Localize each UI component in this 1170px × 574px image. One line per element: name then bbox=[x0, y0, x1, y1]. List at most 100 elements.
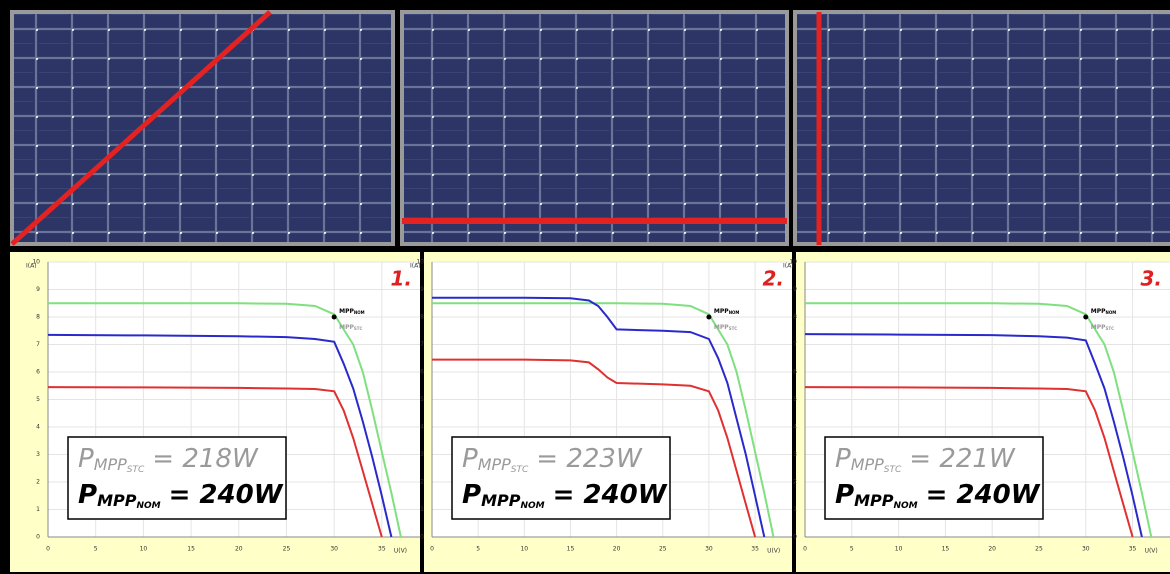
x-tick-label: 20 bbox=[613, 546, 621, 553]
y-tick-label: 2 bbox=[793, 479, 797, 486]
power-symbol: P bbox=[78, 480, 97, 510]
x-tick-label: 0 bbox=[803, 546, 807, 553]
mpp-label-sub: NOM bbox=[729, 310, 740, 315]
mpp-label-main: MPP bbox=[1091, 308, 1106, 315]
power-subsub: STC bbox=[511, 465, 529, 475]
mpp-label: MPPNOM bbox=[714, 308, 740, 316]
x-tick-label: 25 bbox=[659, 546, 667, 553]
y-tick-label: 3 bbox=[420, 451, 424, 458]
mpp-label-sub: STC bbox=[1106, 326, 1115, 331]
y-tick-label: 4 bbox=[420, 424, 424, 431]
x-axis-label: U(V) bbox=[1145, 548, 1158, 555]
x-tick-label: 35 bbox=[751, 546, 759, 553]
y-tick-label: 2 bbox=[420, 479, 424, 486]
y-tick-label: 10 bbox=[789, 259, 797, 266]
power-value: = 221W bbox=[909, 444, 1016, 474]
mpp-label: MPPSTC bbox=[339, 324, 362, 332]
y-tick-label: 9 bbox=[793, 286, 797, 293]
series-line bbox=[48, 302, 402, 538]
power-box bbox=[67, 436, 287, 520]
y-tick-label: 9 bbox=[420, 286, 424, 293]
panel-number: 1. bbox=[390, 267, 412, 291]
power-symbol: P bbox=[462, 480, 481, 510]
panel-number: 2. bbox=[762, 267, 784, 291]
power-symbol: P bbox=[835, 480, 854, 510]
mpp-label-main: MPP bbox=[339, 324, 354, 331]
panel-number: 3. bbox=[1140, 267, 1162, 291]
y-tick-label: 6 bbox=[36, 369, 40, 376]
y-tick-label: 0 bbox=[420, 534, 424, 541]
x-tick-label: 5 bbox=[94, 546, 98, 553]
x-tick-label: 15 bbox=[942, 546, 950, 553]
y-tick-label: 10 bbox=[416, 259, 424, 266]
mpp-label-main: MPP bbox=[714, 308, 729, 315]
x-tick-label: 5 bbox=[476, 546, 480, 553]
y-tick-label: 4 bbox=[36, 424, 40, 431]
x-tick-label: 0 bbox=[46, 546, 50, 553]
solar-panels bbox=[10, 10, 1170, 246]
mpp-label: MPPNOM bbox=[1091, 308, 1117, 316]
y-tick-label: 7 bbox=[36, 341, 40, 348]
series-line bbox=[432, 296, 766, 538]
y-tick-label: 3 bbox=[36, 451, 40, 458]
y-tick-label: 2 bbox=[36, 479, 40, 486]
y-axis-label: I(A) bbox=[410, 263, 421, 270]
x-tick-label: 15 bbox=[567, 546, 575, 553]
mpp-label-sub: NOM bbox=[1106, 310, 1117, 315]
power-subsub: NOM bbox=[520, 501, 544, 511]
power-symbol: P bbox=[78, 444, 94, 474]
y-tick-label: 0 bbox=[793, 534, 797, 541]
power-sub: MPP bbox=[851, 455, 884, 474]
power-text: PMPPSTC = 221W bbox=[835, 444, 1016, 475]
y-tick-label: 8 bbox=[420, 314, 424, 321]
y-tick-label: 10 bbox=[32, 259, 40, 266]
power-sub: MPP bbox=[94, 455, 127, 474]
power-sub: MPP bbox=[97, 491, 137, 510]
y-axis-label: I(A) bbox=[783, 263, 794, 270]
power-text: PMPPNOM = 240W bbox=[835, 480, 1041, 511]
panel bbox=[404, 14, 785, 242]
power-subsub: STC bbox=[127, 465, 145, 475]
y-tick-label: 5 bbox=[420, 396, 424, 403]
series-line bbox=[432, 302, 775, 538]
power-box bbox=[451, 436, 671, 520]
mpp-label-main: MPP bbox=[714, 324, 729, 331]
y-tick-label: 5 bbox=[36, 396, 40, 403]
power-text: PMPPNOM = 240W bbox=[462, 480, 668, 511]
y-tick-label: 1 bbox=[36, 506, 40, 513]
x-tick-label: 20 bbox=[235, 546, 243, 553]
mpp-label-sub: STC bbox=[354, 326, 363, 331]
power-sub: MPP bbox=[478, 455, 511, 474]
power-symbol: P bbox=[462, 444, 478, 474]
power-sub: MPP bbox=[481, 491, 521, 510]
series-line bbox=[47, 333, 393, 538]
x-tick-label: 35 bbox=[378, 546, 386, 553]
power-value: = 240W bbox=[169, 480, 284, 510]
power-value: = 218W bbox=[152, 444, 259, 474]
y-axis-label: I(A) bbox=[26, 263, 37, 270]
panel bbox=[797, 14, 1170, 242]
x-tick-label: 30 bbox=[705, 546, 713, 553]
y-tick-label: 5 bbox=[793, 396, 797, 403]
x-tick-label: 30 bbox=[330, 546, 338, 553]
x-tick-label: 25 bbox=[283, 546, 291, 553]
power-symbol: P bbox=[835, 444, 851, 474]
series-line bbox=[804, 333, 1143, 538]
mpp-label: MPPNOM bbox=[339, 308, 365, 316]
x-tick-label: 15 bbox=[187, 546, 195, 553]
x-axis-label: U(V) bbox=[767, 548, 780, 555]
mpp-point bbox=[706, 314, 712, 320]
mpp-label-sub: NOM bbox=[354, 310, 365, 315]
y-tick-label: 6 bbox=[793, 369, 797, 376]
y-tick-label: 6 bbox=[420, 369, 424, 376]
x-tick-label: 30 bbox=[1082, 546, 1090, 553]
power-text: PMPPSTC = 218W bbox=[78, 444, 259, 475]
y-tick-label: 1 bbox=[420, 506, 424, 513]
y-tick-label: 7 bbox=[420, 341, 424, 348]
mpp-label-main: MPP bbox=[1091, 324, 1106, 331]
x-axis-label: U(V) bbox=[394, 548, 407, 555]
series-line bbox=[47, 386, 383, 538]
mpp-label: MPPSTC bbox=[1091, 324, 1114, 332]
